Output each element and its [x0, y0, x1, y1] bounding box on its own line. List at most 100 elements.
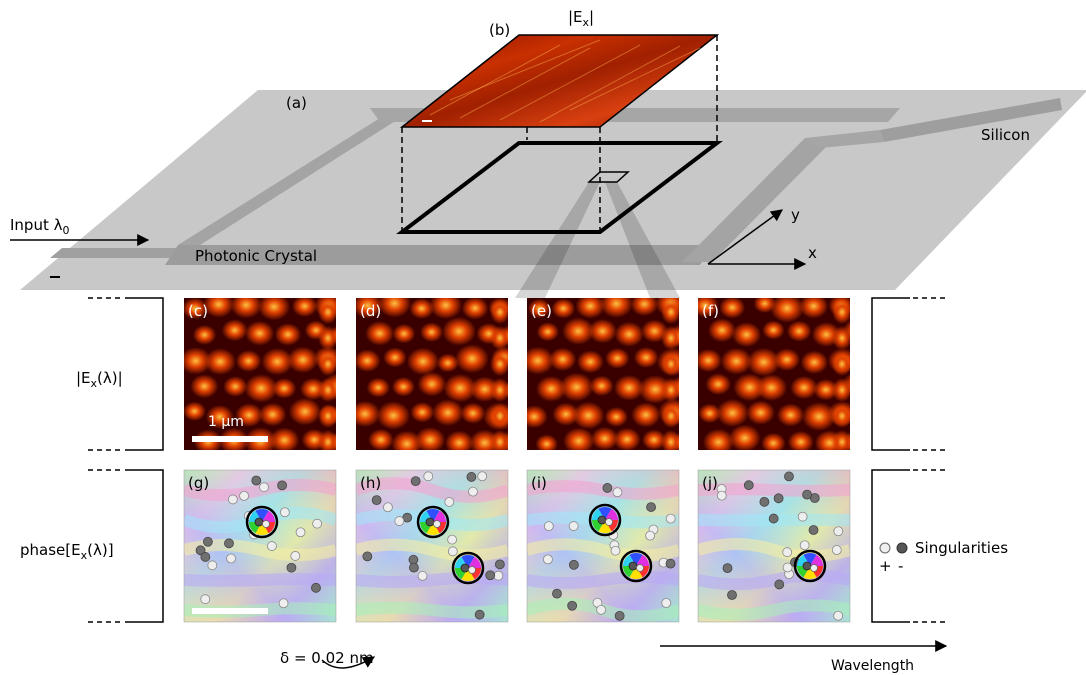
photonic-crystal-label: Photonic Crystal	[195, 247, 317, 265]
singularity-point	[251, 475, 262, 486]
input-label: Input λ0	[10, 216, 70, 237]
panel-a-label: (a)	[286, 94, 307, 112]
row-dashes	[88, 297, 947, 623]
singularity-point	[278, 598, 289, 609]
singularity-point	[371, 495, 382, 506]
singularity-point	[477, 471, 488, 482]
singularity-point	[567, 600, 578, 611]
panel-letter: (c)	[188, 302, 208, 320]
singularity-point	[665, 513, 676, 524]
singularity-point	[394, 516, 405, 526]
singularity-point	[290, 551, 301, 561]
singularity-point	[286, 562, 297, 573]
singularity-point	[782, 562, 793, 573]
silicon-label: Silicon	[981, 126, 1030, 144]
singularity-point	[543, 521, 554, 532]
wavelength-label: Wavelength	[831, 658, 914, 674]
singularity-point	[468, 486, 478, 497]
phase-panel: (j)	[697, 469, 851, 623]
singularity-point	[602, 483, 613, 493]
singularity-point	[409, 562, 419, 573]
singularity-point	[665, 558, 676, 569]
scale-bar-phase	[192, 608, 268, 614]
singularity-ring	[416, 505, 450, 539]
magnitude-panel: (f)	[698, 298, 850, 450]
singularity-point	[259, 482, 269, 493]
singularity-point	[444, 497, 455, 507]
singularity-ring	[588, 503, 622, 537]
singularity-point	[200, 594, 211, 605]
singularity-point	[239, 490, 249, 501]
magnitude-panel: (c)	[184, 298, 336, 450]
singularity-ring	[245, 505, 279, 539]
legend-plus-marker	[879, 542, 891, 554]
waveguide-diag-right	[682, 138, 835, 262]
magnitude-panels: (c) (d) (e) (f)	[184, 298, 850, 450]
magnitude-panel: (e)	[527, 298, 679, 450]
singularity-point	[466, 472, 477, 482]
singularity-point	[768, 513, 779, 524]
singularity-point	[596, 604, 607, 615]
singularity-point	[312, 518, 323, 529]
singularity-point	[797, 511, 808, 522]
scale-bar-magnitude	[192, 436, 268, 442]
zoom-cone-right	[605, 182, 680, 298]
phase-panel: (h)	[355, 469, 509, 623]
slab-scale-bar	[50, 276, 60, 278]
singularity-ring	[451, 551, 485, 585]
panel-letter: (j)	[702, 474, 718, 492]
singularity-point	[716, 490, 727, 501]
singularity-point	[410, 476, 421, 487]
singularity-point	[833, 610, 844, 621]
singularity-point	[280, 507, 290, 518]
singularity-point	[833, 526, 844, 537]
singularity-point	[311, 582, 321, 593]
panel-letter: (f)	[702, 302, 719, 320]
panel-letter: (e)	[531, 302, 552, 320]
near-field-map	[399, 34, 720, 128]
ex-magnitude-title: |Ex|	[568, 8, 594, 29]
panel-letter: (h)	[360, 474, 381, 492]
singularity-point	[207, 560, 218, 571]
legend-minus-marker	[896, 542, 908, 554]
singularity-point	[447, 534, 458, 545]
singularity-point	[808, 525, 819, 535]
singularity-point	[784, 471, 794, 482]
singularity-ring	[619, 549, 653, 583]
singularity-point	[474, 609, 485, 620]
legend-singularities: Singularities	[915, 539, 1008, 557]
singularity-point	[661, 598, 672, 608]
singularity-point	[227, 494, 238, 505]
singularity-point	[552, 588, 562, 599]
singularity-point	[447, 546, 458, 557]
magnitude-panel: (d)	[356, 298, 508, 450]
singularity-point	[417, 571, 428, 581]
projection-lines	[401, 35, 718, 232]
singularity-point	[722, 563, 733, 574]
delta-arrow	[321, 656, 376, 669]
singularity-point	[200, 552, 211, 562]
singularity-point	[610, 545, 621, 556]
singularity-point	[614, 610, 625, 621]
axis-y-label: y	[791, 206, 800, 224]
singularity-point	[493, 570, 504, 581]
delta-label: δ = 0.02 nm	[280, 649, 374, 667]
row-label-magnitude: |Ex(λ)|	[76, 369, 123, 390]
waveguide-right-link	[805, 130, 884, 148]
singularity-point	[267, 541, 277, 551]
photonic-crystal-strip	[165, 245, 712, 265]
singularity-point	[226, 553, 236, 564]
near-field-texture	[429, 39, 701, 123]
singularity-point	[773, 493, 784, 504]
phase-panel: (i)	[526, 469, 680, 623]
singularity-point	[646, 502, 656, 512]
row-brackets	[125, 297, 910, 623]
singularity-point	[782, 547, 793, 558]
panel-letter: (g)	[188, 474, 209, 492]
singularity-point	[802, 489, 812, 500]
measurement-frame	[396, 141, 723, 234]
singularity-point	[423, 471, 434, 482]
panel-letter: (d)	[360, 302, 381, 320]
sample-slab	[20, 90, 1086, 290]
singularity-point	[195, 545, 206, 556]
